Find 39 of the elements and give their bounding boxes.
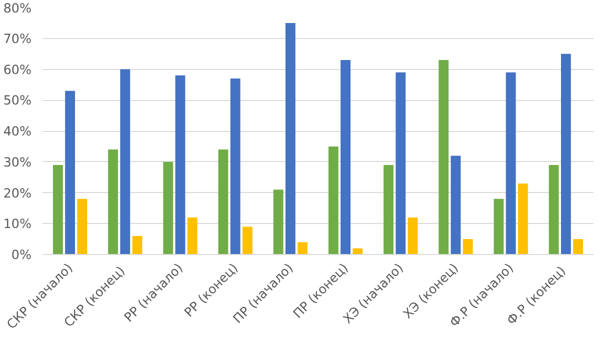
- bar: [298, 242, 308, 254]
- bar: [52, 164, 63, 254]
- y-tick-label: 80%: [3, 0, 32, 16]
- bar: [187, 217, 198, 254]
- y-tick-label: 50%: [3, 92, 32, 108]
- bar: [384, 164, 394, 254]
- bar: [560, 54, 571, 254]
- bar: [462, 239, 473, 254]
- bar: [548, 164, 559, 254]
- bar: [328, 146, 338, 254]
- bar: [120, 69, 130, 254]
- y-tick-label: 0%: [11, 247, 32, 262]
- bar: [438, 60, 449, 254]
- bar: [285, 22, 296, 254]
- bar: [230, 78, 240, 254]
- bar: [108, 150, 118, 254]
- bar: [242, 226, 252, 254]
- bar: [65, 90, 76, 254]
- bar: [218, 150, 228, 254]
- y-tick-label: 20%: [3, 185, 32, 200]
- bar: [340, 60, 351, 254]
- y-tick-label: 40%: [3, 124, 32, 138]
- y-tick-label: 60%: [3, 62, 32, 77]
- bar: [450, 156, 461, 254]
- bar: [396, 72, 406, 254]
- bar: [573, 239, 584, 254]
- bar: [273, 190, 284, 254]
- bar: [132, 236, 142, 254]
- bar: [77, 198, 88, 254]
- bar: [408, 217, 418, 254]
- y-tick-label: 30%: [3, 154, 32, 170]
- bar: [352, 248, 363, 254]
- bar: [494, 198, 504, 254]
- bar: [518, 183, 528, 254]
- y-tick-label: 70%: [3, 30, 32, 46]
- bar: [175, 75, 186, 254]
- y-tick-label: 10%: [3, 216, 32, 232]
- bar: [163, 162, 174, 254]
- bar: [506, 72, 516, 254]
